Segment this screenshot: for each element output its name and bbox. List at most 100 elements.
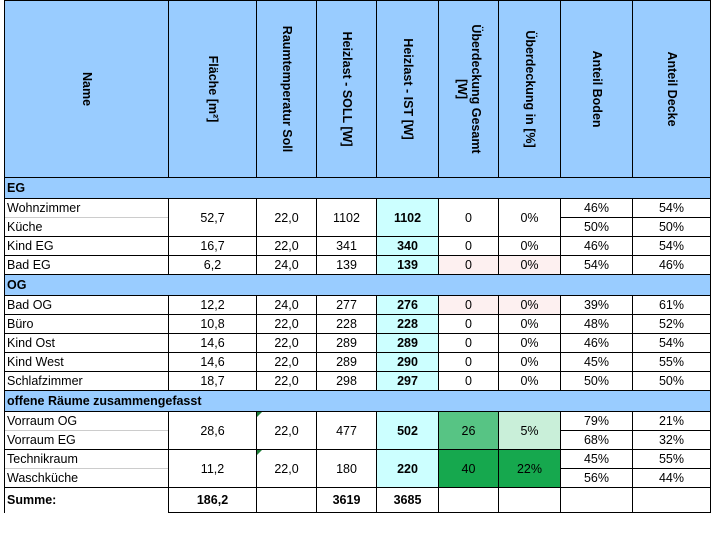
cell-boden[interactable]: 45% (560, 352, 633, 372)
sum-boden[interactable] (560, 487, 633, 513)
cell-soll[interactable]: 1102 (316, 198, 377, 237)
sum-soll[interactable]: 3619 (316, 487, 377, 513)
cell-ueb-w[interactable]: 26 (438, 411, 499, 450)
cell-ueb-w[interactable]: 0 (438, 295, 499, 315)
cell-soll[interactable]: 228 (316, 314, 377, 334)
cell-temp[interactable]: 22,0 (256, 236, 317, 256)
room-name[interactable]: Büro (4, 314, 169, 334)
cell-temp[interactable]: 24,0 (256, 255, 317, 275)
header-anteil-boden[interactable]: Anteil Boden (560, 0, 633, 178)
header-heizlast-ist[interactable]: Heizlast - IST [W] (376, 0, 439, 178)
cell-ist[interactable]: 502 (376, 411, 439, 450)
cell-decke[interactable]: 21% (632, 411, 711, 431)
cell-ist[interactable]: 340 (376, 236, 439, 256)
cell-ist[interactable]: 228 (376, 314, 439, 334)
cell-ueb-pct[interactable]: 0% (498, 255, 561, 275)
cell-boden[interactable]: 39% (560, 295, 633, 315)
cell-ueb-pct[interactable]: 0% (498, 295, 561, 315)
cell-decke[interactable]: 54% (632, 236, 711, 256)
room-name[interactable]: Kind EG (4, 236, 169, 256)
cell-soll[interactable]: 139 (316, 255, 377, 275)
header-flaeche[interactable]: Fläche [m²] (168, 0, 257, 178)
cell-flaeche[interactable]: 18,7 (168, 371, 257, 391)
cell-ist[interactable]: 297 (376, 371, 439, 391)
cell-ueb-pct[interactable]: 5% (498, 411, 561, 450)
room-name[interactable]: Kind West (4, 352, 169, 372)
cell-decke[interactable]: 44% (632, 468, 711, 488)
cell-flaeche[interactable]: 10,8 (168, 314, 257, 334)
cell-flaeche[interactable]: 52,7 (168, 198, 257, 237)
cell-boden[interactable]: 50% (560, 371, 633, 391)
room-name[interactable]: Technikraum (4, 449, 169, 469)
room-name[interactable]: Schlafzimmer (4, 371, 169, 391)
room-name[interactable]: Bad EG (4, 255, 169, 275)
sum-temp[interactable] (256, 487, 317, 513)
cell-flaeche[interactable]: 6,2 (168, 255, 257, 275)
header-ueberdeckung-gesamt[interactable]: Überdeckung Gesamt [W] (438, 0, 499, 178)
cell-ueb-w[interactable]: 0 (438, 333, 499, 353)
cell-temp[interactable]: 22,0 (256, 314, 317, 334)
cell-ueb-w[interactable]: 40 (438, 449, 499, 488)
room-name[interactable]: Bad OG (4, 295, 169, 315)
cell-flaeche[interactable]: 28,6 (168, 411, 257, 450)
cell-flaeche[interactable]: 14,6 (168, 352, 257, 372)
cell-soll[interactable]: 180 (316, 449, 377, 488)
cell-decke[interactable]: 32% (632, 430, 711, 450)
room-name[interactable]: Kind Ost (4, 333, 169, 353)
cell-temp[interactable]: 22,0 (256, 198, 317, 237)
cell-boden[interactable]: 79% (560, 411, 633, 431)
section-label[interactable]: EG (4, 177, 169, 199)
cell-ueb-pct[interactable]: 22% (498, 449, 561, 488)
cell-boden[interactable]: 46% (560, 198, 633, 218)
cell-flaeche[interactable]: 16,7 (168, 236, 257, 256)
cell-decke[interactable]: 46% (632, 255, 711, 275)
cell-temp[interactable]: 22,0 (256, 449, 317, 488)
cell-soll[interactable]: 277 (316, 295, 377, 315)
cell-temp[interactable]: 24,0 (256, 295, 317, 315)
cell-temp[interactable]: 22,0 (256, 352, 317, 372)
cell-decke[interactable]: 50% (632, 217, 711, 237)
cell-ist[interactable]: 276 (376, 295, 439, 315)
cell-ueb-w[interactable]: 0 (438, 236, 499, 256)
cell-ist[interactable]: 1102 (376, 198, 439, 237)
cell-boden[interactable]: 56% (560, 468, 633, 488)
cell-ueb-w[interactable]: 0 (438, 314, 499, 334)
room-name[interactable]: Wohnzimmer (4, 198, 169, 218)
cell-boden[interactable]: 48% (560, 314, 633, 334)
cell-ueb-pct[interactable]: 0% (498, 198, 561, 237)
cell-decke[interactable]: 54% (632, 198, 711, 218)
cell-soll[interactable]: 298 (316, 371, 377, 391)
room-name[interactable]: Waschküche (4, 468, 169, 488)
cell-ueb-pct[interactable]: 0% (498, 236, 561, 256)
sum-ueb-w[interactable] (438, 487, 499, 513)
cell-decke[interactable]: 55% (632, 449, 711, 469)
cell-decke[interactable]: 50% (632, 371, 711, 391)
cell-ueb-w[interactable]: 0 (438, 198, 499, 237)
header-name[interactable]: Name (4, 0, 169, 178)
cell-soll[interactable]: 289 (316, 333, 377, 353)
cell-soll[interactable]: 477 (316, 411, 377, 450)
cell-boden[interactable]: 54% (560, 255, 633, 275)
cell-ist[interactable]: 290 (376, 352, 439, 372)
sum-decke[interactable] (632, 487, 711, 513)
cell-ist[interactable]: 139 (376, 255, 439, 275)
cell-boden[interactable]: 46% (560, 236, 633, 256)
room-name[interactable]: Vorraum OG (4, 411, 169, 431)
cell-ueb-pct[interactable]: 0% (498, 352, 561, 372)
cell-flaeche[interactable]: 12,2 (168, 295, 257, 315)
cell-ueb-w[interactable]: 0 (438, 255, 499, 275)
section-label[interactable]: offene Räume zusammengefasst (4, 390, 317, 412)
sum-label[interactable]: Summe: (4, 487, 169, 513)
cell-decke[interactable]: 52% (632, 314, 711, 334)
header-ueberdeckung-prozent[interactable]: Überdeckung in [%] (498, 0, 561, 178)
sum-ist[interactable]: 3685 (376, 487, 439, 513)
header-heizlast-soll[interactable]: Heizlast - SOLL [W] (316, 0, 377, 178)
cell-ueb-pct[interactable]: 0% (498, 371, 561, 391)
cell-boden[interactable]: 45% (560, 449, 633, 469)
cell-temp[interactable]: 22,0 (256, 411, 317, 450)
cell-ist[interactable]: 220 (376, 449, 439, 488)
cell-ist[interactable]: 289 (376, 333, 439, 353)
header-raumtemperatur[interactable]: Raumtemperatur Soll (256, 0, 317, 178)
cell-decke[interactable]: 54% (632, 333, 711, 353)
cell-ueb-pct[interactable]: 0% (498, 333, 561, 353)
